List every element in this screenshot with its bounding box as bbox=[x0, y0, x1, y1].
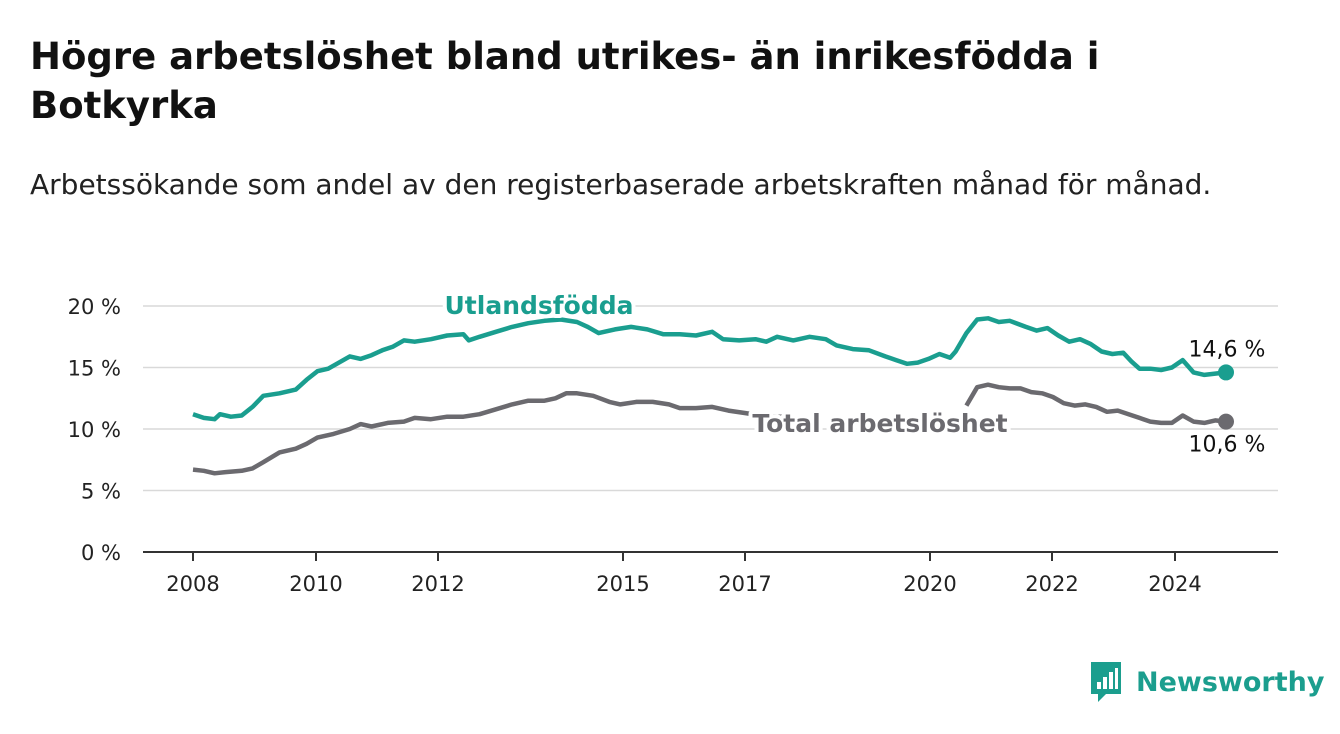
end-value-label-total: 10,6 % bbox=[1189, 433, 1266, 458]
chart-subtitle: Arbetssökande som andel av den registerb… bbox=[30, 168, 1212, 201]
y-tick-label: 15 % bbox=[68, 357, 121, 381]
series-labels: 14,6 %10,6 %UtlandsföddaUtlandsföddaTota… bbox=[441, 287, 1266, 458]
series-label-utlandsfodda: Utlandsfödda bbox=[445, 291, 634, 320]
y-tick-label: 10 % bbox=[68, 418, 121, 442]
y-tick-label: 20 % bbox=[68, 295, 121, 319]
brand-logo: Newsworthy bbox=[1088, 660, 1324, 704]
series-end-point-total bbox=[1218, 413, 1234, 430]
y-tick-label: 0 % bbox=[81, 541, 121, 565]
x-tick-label: 2010 bbox=[289, 572, 342, 596]
x-tick-label: 2008 bbox=[166, 572, 219, 596]
y-axis: 0 % 5 % 10 % 15 % 20 % bbox=[68, 295, 1278, 565]
series-label-total-halo: Total arbetslöshet bbox=[752, 409, 1007, 438]
series-label-total: Total arbetslöshet bbox=[752, 409, 1007, 438]
series-line-total bbox=[192, 391, 794, 476]
x-tick-label: 2012 bbox=[411, 572, 464, 596]
y-tick-label: 5 % bbox=[81, 480, 121, 504]
x-axis: 2008 2010 2012 2015 2017 2020 2022 2024 bbox=[166, 552, 1202, 596]
series-end-point-utlandsfodda bbox=[1218, 364, 1234, 381]
newsworthy-logo-icon bbox=[1091, 662, 1121, 702]
brand-name: Newsworthy bbox=[1136, 666, 1325, 698]
series-line-total-continued bbox=[964, 382, 1227, 426]
line-chart: 0 %5 %10 %15 %20 % 2008 2010 2012 2015 2017 2… bbox=[67, 287, 1278, 596]
x-tick-label: 2024 bbox=[1148, 572, 1201, 596]
x-tick-label: 2017 bbox=[718, 572, 771, 596]
series-label-utlandsfodda-halo: Utlandsfödda bbox=[445, 291, 634, 320]
x-tick-label: 2022 bbox=[1025, 572, 1078, 596]
chart-title: Högre arbetslöshet bland utrikes- än inr… bbox=[30, 35, 1100, 127]
series-lines bbox=[192, 316, 1234, 476]
x-tick-label: 2020 bbox=[903, 572, 956, 596]
series-line-utlandsfodda bbox=[192, 316, 1227, 422]
end-value-label-utlandsfodda: 14,6 % bbox=[1189, 337, 1266, 362]
x-tick-label: 2015 bbox=[596, 572, 649, 596]
